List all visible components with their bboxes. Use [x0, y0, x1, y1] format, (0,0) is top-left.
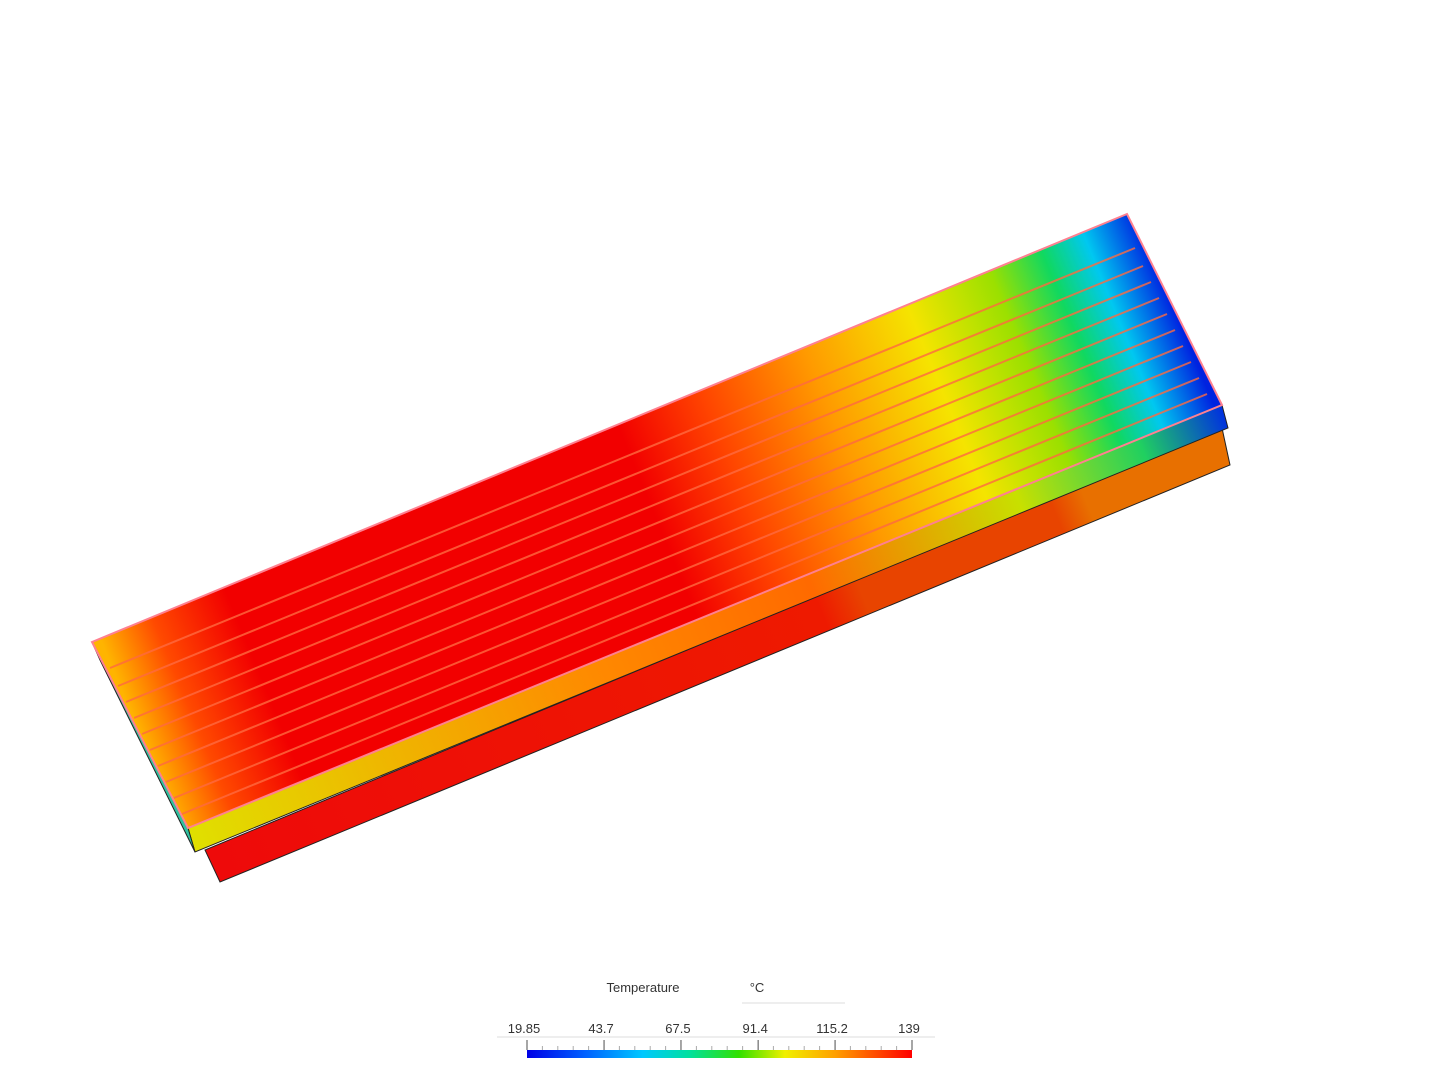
legend-title: Temperature	[607, 980, 680, 995]
tick-label: 19.85	[508, 1021, 541, 1036]
tick-label: 115.2	[816, 1021, 848, 1036]
heat-sink-model	[90, 212, 1231, 883]
color-bar	[527, 1050, 912, 1058]
fins	[109, 247, 1208, 815]
tick-label: 139	[898, 1021, 920, 1036]
tick-label: 91.4	[743, 1021, 768, 1036]
color-legend: Temperature °C 19.85 43.7 67.5 91.4 115.2 139	[497, 980, 935, 1058]
tick-label: 43.7	[588, 1021, 613, 1036]
legend-unit: °C	[750, 980, 765, 995]
plate-top	[90, 212, 1224, 830]
tick-label: 67.5	[665, 1021, 690, 1036]
